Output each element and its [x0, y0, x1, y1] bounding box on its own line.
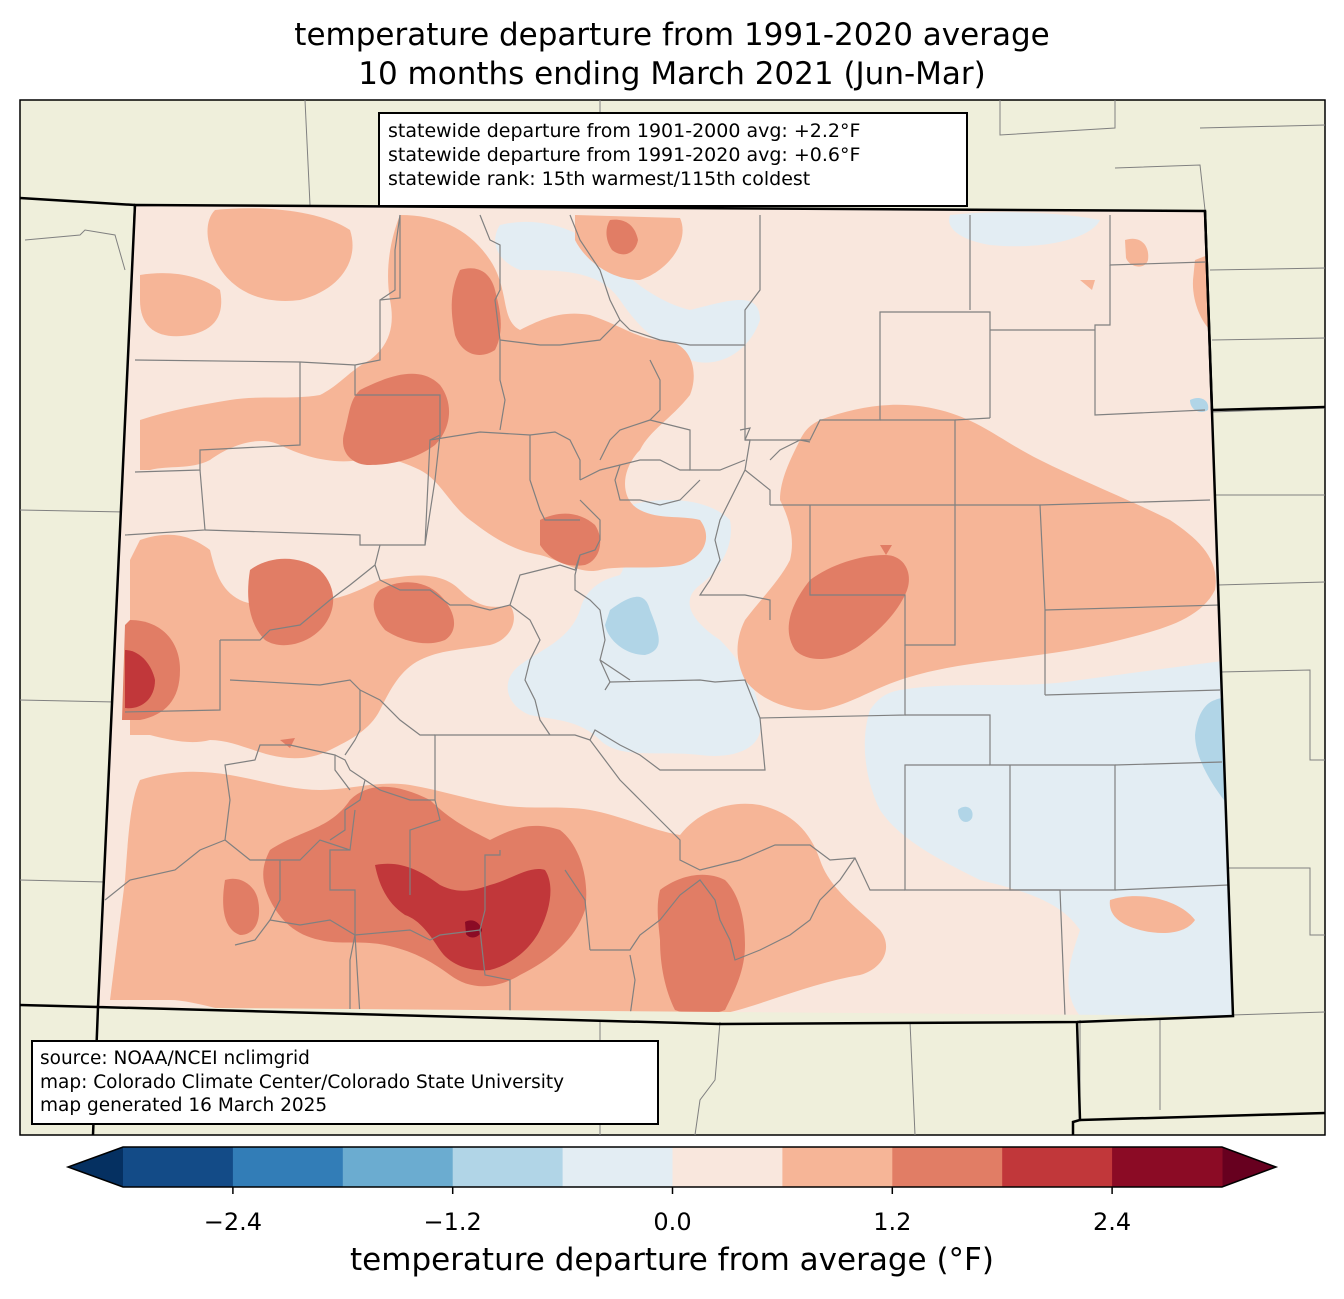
source-line-generated: map generated 16 March 2025 — [40, 1095, 328, 1116]
colorbar-tick-label: −2.4 — [203, 1208, 263, 1236]
neighbor-county-lines — [19, 99, 1326, 1136]
stats-line-1991-2020: statewide departure from 1991-2020 avg: … — [388, 144, 861, 166]
colorbar-segment — [562, 1147, 673, 1187]
map-title-line1: temperature departure from 1991-2020 ave… — [294, 17, 1050, 53]
colorbar-tick-label: −1.2 — [423, 1208, 482, 1236]
colorbar-tick-label: 1.2 — [873, 1208, 912, 1236]
colorbar-outline — [65, 1146, 1279, 1188]
colorbar-segment — [123, 1147, 234, 1187]
colorbar-segment — [782, 1147, 893, 1187]
colorado-county-lines — [104, 214, 1229, 1016]
colorbar-segment — [1112, 1147, 1223, 1187]
colorbar-tick-label: 0.0 — [653, 1208, 692, 1236]
stats-line-1901-2000: statewide departure from 1901-2000 avg: … — [388, 120, 861, 142]
source-box: source: NOAA/NCEI nclimgrid map: Colorad… — [31, 1040, 659, 1125]
colorbar-extend-high — [1222, 1147, 1276, 1187]
colorbar — [65, 1146, 1279, 1194]
colorbar-tick-label: 2.4 — [1093, 1208, 1132, 1236]
temperature-anomaly-contours — [110, 208, 1233, 1016]
statewide-stats-box: statewide departure from 1901-2000 avg: … — [378, 112, 968, 207]
source-line-data: source: NOAA/NCEI nclimgrid — [40, 1048, 310, 1069]
colorbar-extend-low — [68, 1147, 123, 1187]
stats-line-rank: statewide rank: 15th warmest/115th colde… — [388, 168, 811, 190]
east-state-border — [1203, 210, 1214, 411]
colorbar-segment — [892, 1147, 1003, 1187]
colorbar-segment — [452, 1147, 564, 1187]
colorbar-label: temperature departure from average (°F) — [350, 1242, 994, 1278]
map-title-line2: 10 months ending March 2021 (Jun-Mar) — [358, 56, 986, 92]
source-line-map: map: Colorado Climate Center/Colorado St… — [40, 1071, 565, 1093]
colorbar-segment — [232, 1147, 344, 1187]
colorbar-segment — [1002, 1147, 1113, 1187]
colorbar-segment — [342, 1147, 454, 1187]
colorbar-segment — [672, 1147, 783, 1187]
